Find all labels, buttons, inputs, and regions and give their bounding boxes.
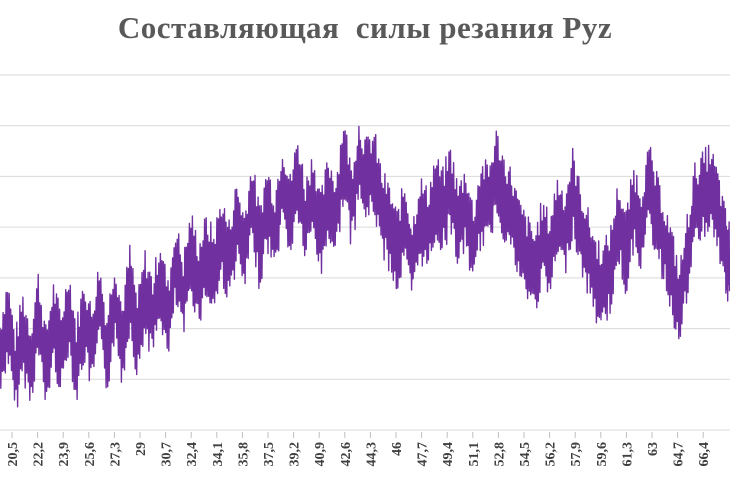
- chart-title: Составляющая силы резания Pyz: [117, 10, 613, 45]
- x-tick-label: 37,5: [262, 442, 277, 467]
- x-tick-label: 59,6: [595, 442, 610, 467]
- x-tick-label: 57,9: [569, 442, 584, 467]
- x-tick-label: 63: [646, 442, 661, 456]
- x-tick-label: 35,8: [236, 442, 251, 467]
- x-tick-label: 47,7: [416, 442, 431, 467]
- x-tick-label: 56,2: [544, 442, 559, 467]
- x-tick-label: 23,9: [57, 442, 72, 467]
- x-tick-label: 39,2: [288, 442, 303, 467]
- x-tick-label: 61,3: [620, 442, 635, 467]
- x-tick-label: 22,2: [32, 442, 47, 467]
- series-line: [0, 125, 730, 408]
- x-tick-label: 20,5: [6, 442, 21, 467]
- x-tick-label: 30,7: [160, 442, 175, 467]
- x-tick-label: 44,3: [364, 442, 379, 467]
- x-tick-label: 51,1: [467, 442, 482, 467]
- x-axis-ticks: 20,5 22,2 23,9 25,6 27,3 29 30,7 32,4 34,1 35,8 37…: [6, 432, 712, 467]
- x-tick-label: 27,3: [108, 442, 123, 467]
- x-tick-label: 49,4: [441, 442, 456, 467]
- x-tick-label: 64,7: [672, 442, 687, 467]
- x-tick-label: 54,5: [518, 442, 533, 467]
- x-tick-label: 40,9: [313, 442, 328, 467]
- x-tick-label: 52,8: [492, 442, 507, 467]
- x-tick-label: 25,6: [83, 442, 98, 467]
- x-tick-label: 42,6: [339, 442, 354, 467]
- x-tick-label: 29: [134, 442, 149, 456]
- x-tick-label: 32,4: [185, 442, 200, 467]
- x-tick-label: 66,4: [697, 442, 712, 467]
- x-tick-label: 34,1: [211, 442, 226, 467]
- x-tick-label: 46: [390, 442, 405, 456]
